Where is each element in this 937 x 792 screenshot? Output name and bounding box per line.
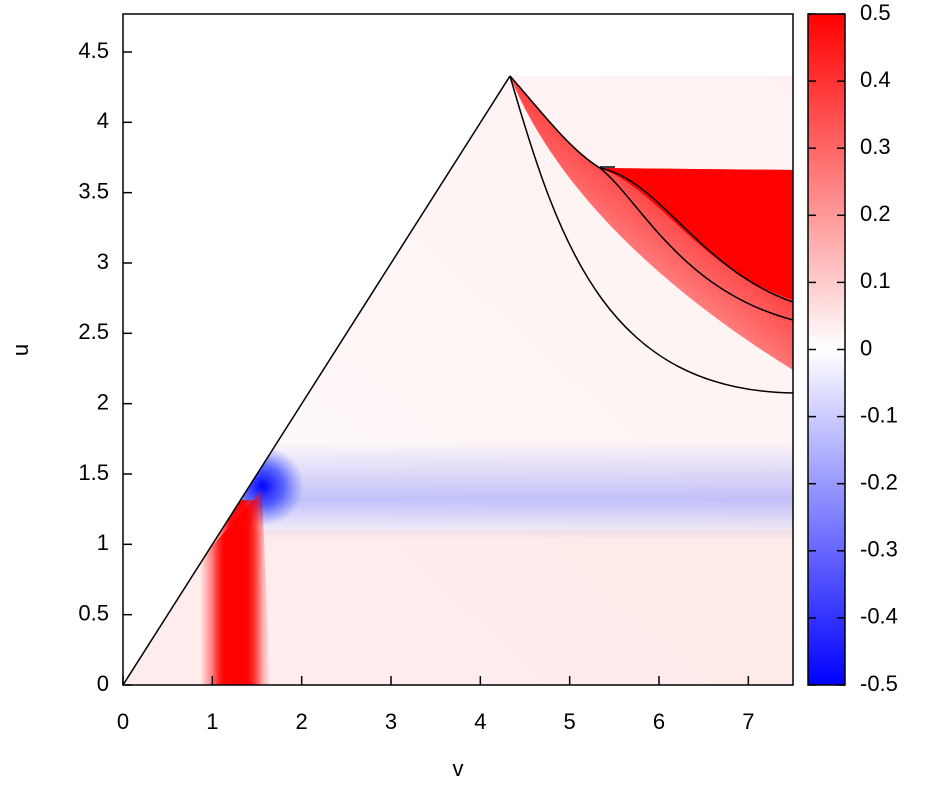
y-axis-label: u (8, 344, 33, 356)
x-axis-label: v (453, 756, 464, 781)
y-tick-label: 1 (97, 530, 109, 555)
x-tick-label: 5 (564, 709, 576, 734)
heatmap-field (123, 76, 793, 685)
colorbar-tick-label: 0.3 (860, 134, 891, 159)
colorbar-tick-label: -0.2 (860, 470, 898, 495)
x-tick-label: 2 (296, 709, 308, 734)
contour-line (509, 75, 601, 169)
x-tick-label: 1 (206, 709, 218, 734)
contour-line (599, 167, 794, 303)
x-tick-label: 0 (117, 709, 129, 734)
colorbar-tick-label: -0.1 (860, 402, 898, 427)
colorbar-tick-label: -0.4 (860, 604, 898, 629)
y-tick-label: 0.5 (78, 600, 109, 625)
contour-line (599, 167, 794, 321)
x-tick-label: 7 (742, 709, 754, 734)
y-tick-label: 2.5 (78, 319, 109, 344)
contour-line (509, 75, 794, 394)
colorbar-tick-label: -0.5 (860, 671, 898, 696)
y-tick-label: 4.5 (78, 38, 109, 63)
colorbar-tick-label: 0.4 (860, 67, 891, 92)
y-tick-label: 0 (97, 671, 109, 696)
y-tick-label: 3.5 (78, 178, 109, 203)
contour-lines (122, 75, 794, 686)
y-tick-label: 3 (97, 249, 109, 274)
colorbar-tick-label: 0 (860, 335, 872, 360)
x-tick-label: 3 (385, 709, 397, 734)
boundary-line (122, 75, 511, 686)
y-tick-label: 2 (97, 389, 109, 414)
colorbar-tick-label: 0.5 (860, 0, 891, 25)
y-tick-label: 1.5 (78, 460, 109, 485)
x-tick-label: 4 (474, 709, 486, 734)
colorbar-tick-label: -0.3 (860, 537, 898, 562)
colorbar-tick-label: 0.2 (860, 201, 891, 226)
colorbar-tick-label: 0.1 (860, 268, 891, 293)
x-tick-label: 6 (653, 709, 665, 734)
plot-frame (122, 13, 794, 686)
y-tick-label: 4 (97, 108, 109, 133)
